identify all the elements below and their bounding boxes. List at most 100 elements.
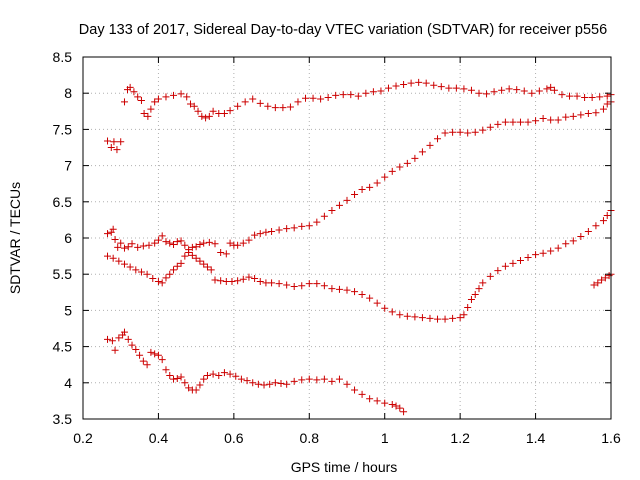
data-point <box>162 238 170 246</box>
data-point <box>388 308 396 316</box>
data-point <box>226 107 234 115</box>
data-point <box>144 112 152 120</box>
data-point <box>126 83 134 91</box>
data-point <box>120 328 128 336</box>
data-point <box>573 92 581 100</box>
data-point <box>124 335 132 343</box>
data-point <box>170 375 178 383</box>
data-point <box>490 88 498 96</box>
data-point <box>584 109 592 117</box>
data-point <box>577 233 585 241</box>
data-point <box>479 126 487 134</box>
data-point <box>603 212 611 220</box>
data-point <box>384 84 392 92</box>
data-point <box>140 109 148 117</box>
series-track-c <box>104 206 615 323</box>
data-point <box>158 232 166 240</box>
data-point <box>324 94 332 102</box>
data-point <box>335 285 343 293</box>
ticks: 0.2 0.4 0.6 0.8 1 1.2 1.4 1.6 3.5 4 4.5 5 5.5 6 6.5 7 7.… <box>53 49 621 446</box>
data-point <box>294 98 302 106</box>
data-point <box>137 268 145 276</box>
data-point <box>464 129 472 137</box>
data-point <box>516 256 524 264</box>
chart-title: Day 133 of 2017, Sidereal Day-to-day VTE… <box>79 22 607 38</box>
data-point <box>234 277 242 285</box>
data-point <box>313 280 321 288</box>
data-point <box>104 230 112 238</box>
data-point <box>158 279 166 287</box>
data-point <box>283 380 291 388</box>
data-point <box>151 98 159 106</box>
data-point <box>139 357 147 365</box>
data-point <box>550 86 558 94</box>
data-point <box>298 282 306 290</box>
data-point <box>494 267 502 275</box>
y-tick-label: 5 <box>64 302 72 318</box>
data-point <box>279 104 287 112</box>
data-point <box>260 381 268 389</box>
data-point <box>535 87 543 95</box>
data-point <box>245 273 253 281</box>
data-point <box>396 404 404 412</box>
data-point <box>256 99 264 107</box>
data-point <box>599 217 607 225</box>
data-point <box>305 222 313 230</box>
data-point <box>217 277 225 285</box>
data-point <box>111 235 119 243</box>
x-tick-label: 0.2 <box>73 430 93 446</box>
data-point <box>283 281 291 289</box>
data-point <box>532 251 540 259</box>
data-point <box>426 141 434 149</box>
data-point <box>475 89 483 97</box>
data-point <box>228 277 236 285</box>
data-point <box>139 242 147 250</box>
data-point <box>434 315 442 323</box>
data-point <box>343 196 351 204</box>
data-point <box>335 375 343 383</box>
data-point <box>149 275 157 283</box>
data-point <box>373 179 381 187</box>
data-point <box>110 138 118 146</box>
data-point <box>211 240 219 248</box>
data-point <box>554 116 562 124</box>
data-point <box>162 366 170 374</box>
data-point <box>226 239 234 247</box>
data-point <box>411 154 419 162</box>
data-point <box>126 263 134 271</box>
data-point <box>124 243 132 251</box>
data-point <box>449 314 457 322</box>
data-point <box>268 227 276 235</box>
data-point <box>358 390 366 398</box>
data-point <box>154 236 162 244</box>
x-tick-label: 1.4 <box>526 430 546 446</box>
data-point <box>264 102 272 110</box>
x-tick-label: 0.4 <box>149 430 169 446</box>
data-point <box>120 98 128 106</box>
data-point <box>456 128 464 136</box>
data-point <box>588 94 596 102</box>
data-point <box>154 351 162 359</box>
data-point <box>381 399 389 407</box>
data-point <box>498 86 506 94</box>
data-point <box>437 83 445 91</box>
data-point <box>298 376 306 384</box>
data-point <box>441 129 449 137</box>
y-tick-label: 8.5 <box>53 49 73 65</box>
data-point <box>177 373 185 381</box>
data-point <box>205 112 213 120</box>
data-point <box>309 94 317 102</box>
data-point <box>509 259 517 267</box>
data-point <box>239 275 247 283</box>
data-point <box>407 79 415 87</box>
data-point <box>209 107 217 115</box>
data-point <box>354 92 362 100</box>
data-point <box>203 372 211 380</box>
data-point <box>584 227 592 235</box>
data-point <box>256 277 264 285</box>
data-point <box>313 218 321 226</box>
y-tick-label: 8 <box>64 85 72 101</box>
data-point <box>115 334 123 342</box>
data-point <box>539 115 547 123</box>
data-point <box>400 81 408 89</box>
